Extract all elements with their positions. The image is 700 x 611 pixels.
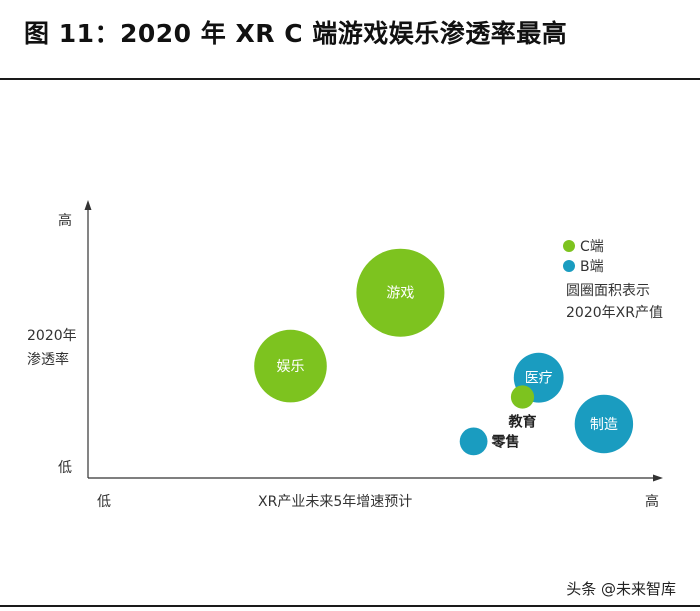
bubble-label-0: 游戏 [386, 286, 414, 302]
y-tick-low: 低 [58, 460, 72, 476]
title-rule [0, 78, 700, 80]
legend-note-line-2: 2020年XR产值 [566, 305, 663, 321]
y-axis-arrow [84, 200, 92, 210]
x-axis-arrow [653, 474, 663, 482]
watermark: 头条 @未来智库 [564, 578, 678, 599]
legend: C端 B端 圆圈面积表示 2020年XR产值 [563, 239, 663, 321]
axes [84, 200, 663, 482]
bubble-label-4: 制造 [590, 417, 618, 433]
legend-label-b: B端 [580, 259, 604, 275]
legend-note-line-1: 圆圈面积表示 [566, 283, 650, 299]
bubble-label-1: 娱乐 [277, 359, 305, 375]
bubble-0 [356, 248, 445, 337]
bubble-1 [254, 329, 327, 403]
bubble-label-2: 医疗 [525, 371, 553, 387]
y-axis-label-line-2: 渗透率 [27, 351, 69, 368]
legend-label-c: C端 [580, 239, 604, 255]
figure-title: 图 11：2020 年 XR C 端游戏娱乐渗透率最高 [24, 19, 568, 48]
x-tick-high: 高 [645, 493, 659, 510]
bottom-rule [0, 605, 700, 607]
bubble-5 [459, 427, 488, 456]
x-axis-label: XR产业未来5年增速预计 [258, 494, 412, 510]
bubble-4 [574, 394, 634, 454]
x-tick-low: 低 [97, 494, 111, 510]
bubble-3 [510, 385, 535, 409]
legend-swatch-b [563, 260, 575, 272]
legend-swatch-c [563, 240, 575, 252]
bubble-label-3: 教育 [509, 414, 537, 431]
bubble-label-5: 零售 [491, 433, 520, 450]
y-axis-label-line-1: 2020年 [27, 328, 77, 344]
y-tick-high: 高 [58, 212, 72, 229]
